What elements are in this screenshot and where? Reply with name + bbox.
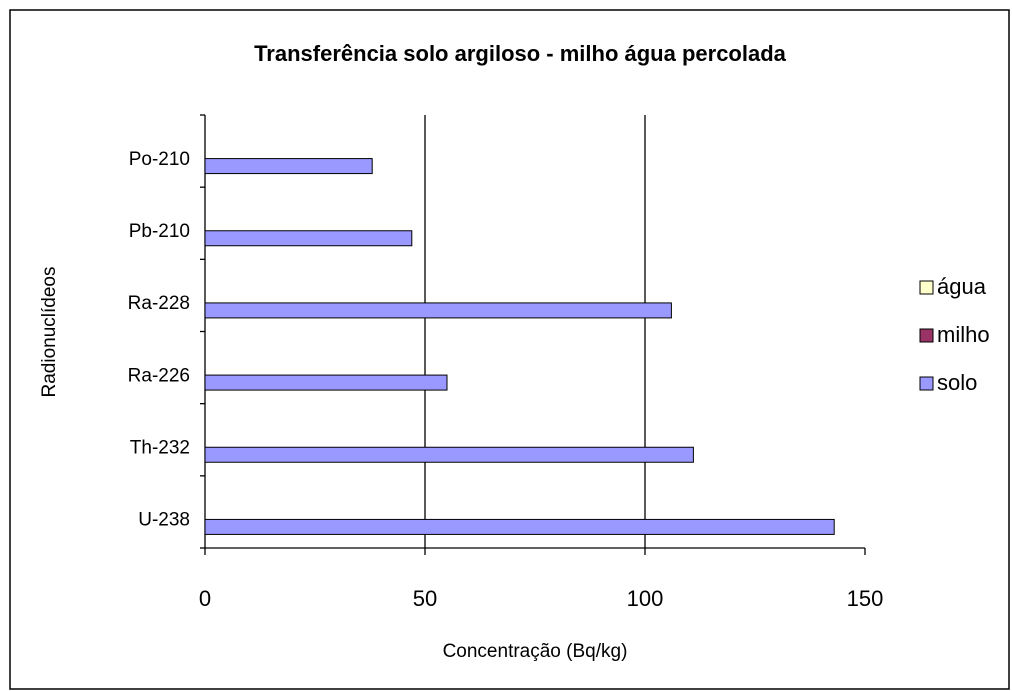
y-tick-label: Po-210: [129, 149, 190, 170]
y-tick-label: Ra-228: [128, 293, 190, 314]
legend-label: solo: [937, 370, 977, 395]
legend-label: água: [937, 274, 987, 299]
bar: [204, 158, 373, 175]
x-tick-label: 100: [627, 586, 664, 611]
legend-label: milho: [937, 322, 990, 347]
bar: [204, 374, 448, 391]
bar: [204, 518, 835, 535]
x-tick-label: 50: [413, 586, 437, 611]
bar: [204, 302, 672, 319]
y-tick-label: Pb-210: [129, 221, 190, 242]
bar: [204, 446, 694, 463]
bar: [204, 230, 413, 247]
y-tick-label: U-238: [138, 510, 190, 531]
chart-title: Transferência solo argiloso - milho água…: [254, 41, 787, 66]
x-axis-label: Concentração (Bq/kg): [443, 641, 628, 662]
y-axis-label: Radionuclídeos: [39, 267, 60, 398]
x-tick-label: 150: [847, 586, 884, 611]
x-tick-label: 0: [199, 586, 211, 611]
y-tick-label: Th-232: [130, 437, 190, 458]
chart-frame: [9, 9, 1010, 690]
legend-swatch: [919, 328, 934, 343]
legend-swatch: [919, 280, 934, 295]
legend-swatch: [919, 376, 934, 391]
y-tick-label: Ra-226: [128, 365, 190, 386]
